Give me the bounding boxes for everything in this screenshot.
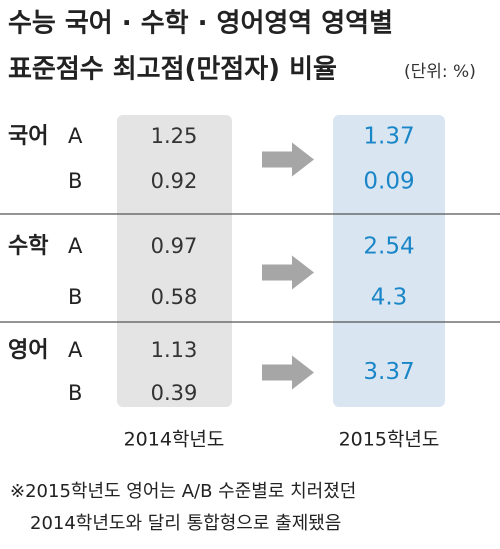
value-2014: 0.97 [151,234,198,258]
unit: (단위: %) [404,62,476,82]
subject: 영어 [8,338,48,363]
column-label: 2014학년도 [124,429,225,451]
arrow [262,142,314,177]
level: A [68,338,83,362]
title-line: 수능 국어 · 수학 · 영어영역 영역별 [8,9,393,39]
col-2014-bg [117,115,232,407]
value-2015: 4.3 [371,285,408,311]
value-2014: 0.92 [151,169,198,193]
level: B [68,381,82,405]
column-label: 2015학년도 [339,429,440,451]
level: B [68,169,82,193]
value-2014: 0.39 [151,381,198,405]
level: A [68,234,83,258]
arrow [262,355,314,390]
value-2014: 0.58 [151,285,198,309]
value-2015: 2.54 [363,234,414,260]
arrow [262,255,314,290]
value-2015: 1.37 [363,124,414,150]
subject: 수학 [8,234,48,259]
subject: 국어 [8,124,48,149]
value-2015: 0.09 [363,169,414,195]
note-line: ※2015학년도 영어는 A/B 수준별로 치러졌던 [10,481,356,502]
value-2014: 1.25 [151,124,198,148]
value-2015: 3.37 [363,359,414,385]
level: A [68,124,83,148]
note-line: 2014학년도와 달리 통합형으로 출제됐음 [30,513,341,534]
col-2015-bg [333,115,445,407]
value-2014: 1.13 [151,338,198,362]
level: B [68,285,82,309]
title-line: 표준점수 최고점(만점자) 비율 [8,55,337,85]
